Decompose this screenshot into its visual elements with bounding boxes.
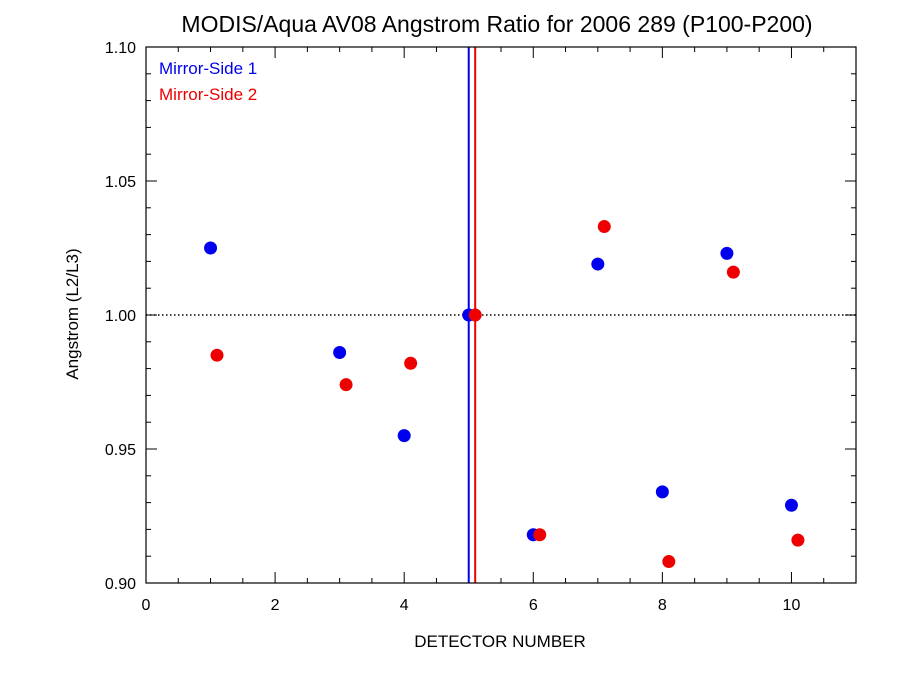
series-1-point-6 — [591, 257, 605, 271]
legend-entry-1: Mirror-Side 1 — [159, 59, 257, 78]
points-layer — [204, 220, 805, 569]
series-2-point-3 — [404, 356, 418, 370]
y-axis-label: Angstrom (L2/L3) — [63, 248, 82, 379]
series-1-point-9 — [784, 498, 798, 512]
series-2-point-1 — [210, 348, 224, 362]
x-tick-label: 0 — [142, 597, 151, 614]
x-tick-label: 8 — [658, 597, 667, 614]
x-tick-label: 4 — [400, 597, 409, 614]
y-tick-label: 1.10 — [105, 40, 136, 57]
series-1-point-3 — [397, 429, 411, 443]
series-2-point-4 — [468, 308, 482, 322]
ticks-layer: 0 2 4 6 8 10 0.90 0.95 1.00 1.05 1.10 — [105, 40, 857, 614]
legend: Mirror-Side 1 Mirror-Side 2 — [159, 59, 257, 104]
y-tick-label: 1.05 — [105, 174, 136, 191]
series-1-point-2 — [333, 346, 347, 360]
y-tick-label: 0.90 — [105, 576, 136, 593]
chart-title: MODIS/Aqua AV08 Angstrom Ratio for 2006 … — [181, 11, 812, 37]
series-1-point-8 — [720, 246, 734, 260]
series-1-point-7 — [655, 485, 669, 499]
reference-lines-layer — [146, 47, 856, 583]
series-2-point-8 — [726, 265, 740, 279]
series-1-point-1 — [204, 241, 218, 255]
series-2-point-6 — [597, 220, 611, 234]
x-tick-label: 2 — [271, 597, 280, 614]
x-axis-label: DETECTOR NUMBER — [414, 632, 586, 651]
y-tick-label: 0.95 — [105, 442, 136, 459]
series-2-point-7 — [662, 555, 676, 569]
series-2-point-9 — [791, 533, 805, 547]
series-2-point-5 — [533, 528, 547, 542]
x-tick-label: 10 — [783, 597, 801, 614]
y-tick-label: 1.00 — [105, 308, 136, 325]
series-2-point-2 — [339, 378, 353, 392]
x-tick-label: 6 — [529, 597, 538, 614]
plot-frame — [145, 46, 857, 584]
legend-entry-2: Mirror-Side 2 — [159, 85, 257, 104]
